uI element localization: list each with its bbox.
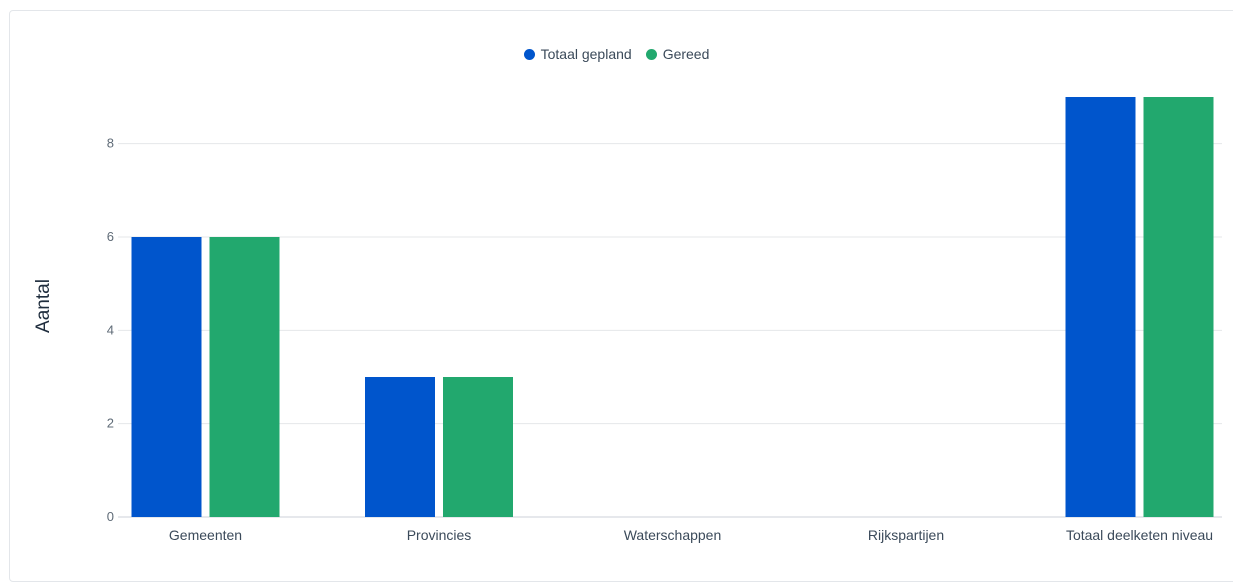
x-category-label-2: Waterschappen — [624, 527, 722, 543]
x-category-label-0: Gemeenten — [169, 527, 242, 543]
legend-label-gereed: Gereed — [662, 46, 710, 62]
x-category-label-4: Totaal deelketen niveau — [1066, 527, 1213, 543]
bar-totaal-gepland-1[interactable] — [365, 377, 435, 517]
legend-label-totaal-gepland: Totaal gepland — [540, 46, 632, 62]
y-tick-label-0: 0 — [107, 509, 114, 524]
bar-gereed-1[interactable] — [443, 377, 513, 517]
x-category-label-1: Provincies — [407, 527, 472, 543]
bars — [131, 97, 1214, 517]
y-tick-label-4: 4 — [107, 322, 114, 337]
grid-lines — [118, 143, 1222, 518]
bar-gereed-0[interactable] — [209, 237, 280, 517]
bar-totaal-gepland-4[interactable] — [1065, 97, 1136, 517]
bar-gereed-4[interactable] — [1143, 97, 1214, 517]
y-tick-label-8: 8 — [107, 136, 114, 151]
legend-dot-blue-icon — [523, 48, 535, 60]
legend-dot-green-icon — [645, 48, 657, 60]
x-category-label-3: Rijkspartijen — [868, 527, 944, 543]
x-axis-labels: Gemeenten Provincies Waterschappen Rijkspar… — [169, 527, 1213, 543]
legend-item-totaal-gepland[interactable]: Totaal gepland — [523, 46, 632, 62]
bar-chart: 0 2 4 6 8 Gemeenten Provincies Waterschappen Ri… — [107, 97, 1222, 543]
bar-totaal-gepland-0[interactable] — [131, 237, 202, 517]
y-axis-ticks: 0 2 4 6 8 — [107, 136, 114, 524]
y-tick-label-2: 2 — [107, 416, 114, 431]
legend-item-gereed[interactable]: Gereed — [645, 46, 710, 62]
chart-legend: Totaal gepland Gereed — [0, 46, 1233, 62]
y-tick-label-6: 6 — [107, 229, 114, 244]
